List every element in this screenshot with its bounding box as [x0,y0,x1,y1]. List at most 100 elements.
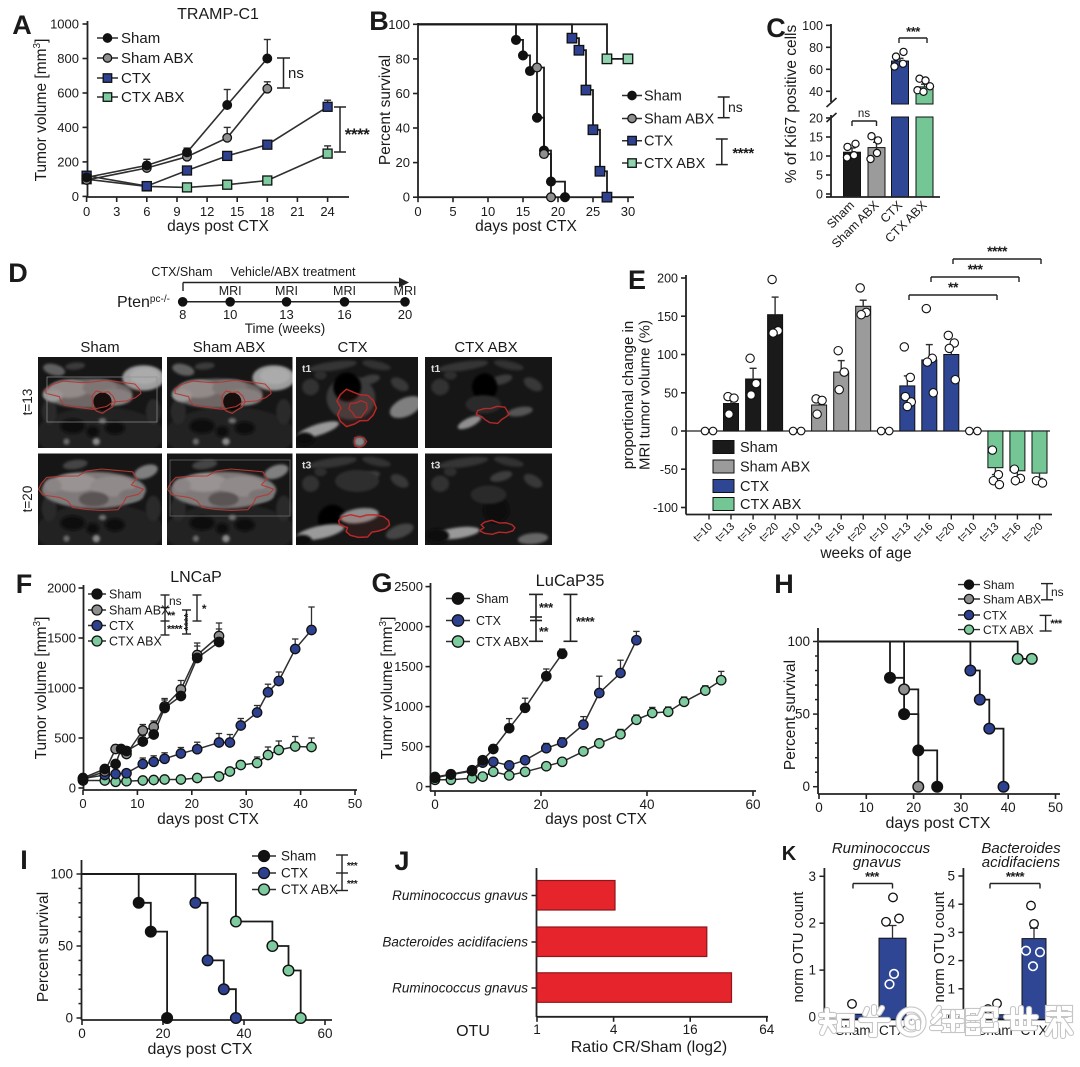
svg-text:1: 1 [533,1022,541,1037]
svg-text:LuCaP35: LuCaP35 [536,572,605,590]
svg-text:0: 0 [403,190,410,205]
svg-text:15: 15 [809,131,823,145]
svg-text:**: ** [167,610,176,622]
svg-text:60: 60 [745,797,760,812]
svg-text:80: 80 [809,41,823,55]
svg-text:0: 0 [815,800,823,815]
svg-text:5: 5 [947,869,955,884]
svg-text:21: 21 [290,204,304,219]
svg-text:TRAMP-C1: TRAMP-C1 [177,6,259,23]
svg-text:Sham ABX: Sham ABX [644,112,714,128]
svg-text:t3: t3 [302,460,311,472]
svg-text:I: I [20,845,28,875]
svg-text:Ruminococcus gnavus: Ruminococcus gnavus [392,981,528,996]
svg-text:50: 50 [664,386,678,400]
svg-text:**: ** [539,624,550,639]
svg-text:20: 20 [809,112,823,126]
svg-text:CTX: CTX [644,134,673,150]
svg-text:ns: ns [169,594,182,608]
svg-text:Tumor volume [mm3]: Tumor volume [mm3] [32,39,50,182]
svg-text:5: 5 [449,204,456,219]
svg-text:Sham ABX: Sham ABX [740,460,810,476]
svg-text:Tumor volume [mm3]: Tumor volume [mm3] [378,617,396,760]
svg-text:30: 30 [239,796,253,811]
svg-text:100: 100 [50,867,73,882]
svg-text:t=20: t=20 [20,486,35,513]
svg-text:CTX: CTX [121,70,151,87]
svg-text:64: 64 [759,1022,775,1037]
svg-text:100: 100 [787,634,810,649]
svg-text:12: 12 [200,204,214,219]
svg-text:13: 13 [279,307,293,322]
svg-text:-50: -50 [660,463,678,477]
svg-text:Sham: Sham [740,440,778,456]
svg-text:40: 40 [1001,800,1016,815]
svg-text:10: 10 [809,150,823,164]
svg-text:CTX ABX: CTX ABX [740,497,802,513]
svg-text:t1: t1 [431,363,440,375]
svg-text:1500: 1500 [47,631,76,646]
svg-text:gnavus: gnavus [853,854,902,871]
svg-text:C: C [766,13,786,43]
svg-text:6: 6 [143,204,150,219]
svg-text:days post CTX: days post CTX [886,815,991,832]
svg-text:t3: t3 [431,460,440,472]
svg-text:Sham: Sham [476,592,509,606]
svg-text:A: A [12,10,32,40]
svg-text:Sham: Sham [983,578,1014,592]
svg-text:t1: t1 [302,363,311,375]
svg-text:MRI: MRI [394,284,417,298]
svg-text:1000: 1000 [394,699,423,714]
svg-text:60: 60 [396,86,410,101]
svg-text:24: 24 [320,204,334,219]
svg-text:CTX ABX: CTX ABX [121,89,184,106]
svg-text:***: *** [1050,618,1063,630]
svg-text:40: 40 [293,796,307,811]
svg-text:100: 100 [388,17,410,32]
svg-text:0: 0 [808,1010,816,1025]
svg-text:16: 16 [683,1022,698,1037]
svg-text:30: 30 [953,800,968,815]
svg-text:100: 100 [802,19,823,33]
svg-text:J: J [394,846,409,876]
svg-text:norm OTU count: norm OTU count [931,891,948,1003]
svg-text:OTU: OTU [456,1023,490,1040]
svg-text:0: 0 [69,781,76,796]
svg-text:80: 80 [396,51,410,66]
svg-text:0: 0 [816,188,823,202]
svg-text:Ruminococcus gnavus: Ruminococcus gnavus [392,888,528,903]
svg-text:Sham: Sham [109,588,142,602]
svg-text:5: 5 [816,169,823,183]
svg-text:ns: ns [728,99,743,115]
svg-text:20: 20 [906,800,921,815]
svg-text:1000: 1000 [50,17,79,32]
svg-text:days post CTX: days post CTX [545,811,647,828]
svg-text:****: **** [576,614,596,629]
svg-text:****: **** [167,624,183,636]
svg-text:20: 20 [533,797,548,812]
svg-text:25: 25 [586,204,600,219]
svg-text:10: 10 [223,307,237,322]
svg-text:H: H [774,569,794,599]
svg-text:acidifaciens: acidifaciens [982,854,1061,871]
svg-text:B: B [369,6,389,36]
svg-text:CTX/Sham: CTX/Sham [151,265,212,279]
svg-text:F: F [16,569,33,599]
svg-text:20: 20 [185,796,199,811]
svg-text:***: *** [865,869,880,884]
svg-text:0: 0 [78,1026,86,1041]
svg-text:CTX ABX: CTX ABX [109,635,162,649]
svg-text:Ratio CR/Sham (log2): Ratio CR/Sham (log2) [571,1039,728,1056]
svg-text:1: 1 [947,981,955,996]
svg-text:9: 9 [173,204,180,219]
svg-text:500: 500 [401,739,423,754]
svg-text:40: 40 [236,1026,251,1041]
svg-text:20: 20 [155,1026,170,1041]
svg-text:CTX: CTX [109,619,135,633]
svg-text:40: 40 [396,121,410,136]
svg-text:D: D [8,258,28,288]
svg-text:16: 16 [337,307,351,322]
svg-text:60: 60 [809,63,823,77]
svg-text:****: **** [183,613,195,631]
svg-text:Sham: Sham [281,849,316,864]
